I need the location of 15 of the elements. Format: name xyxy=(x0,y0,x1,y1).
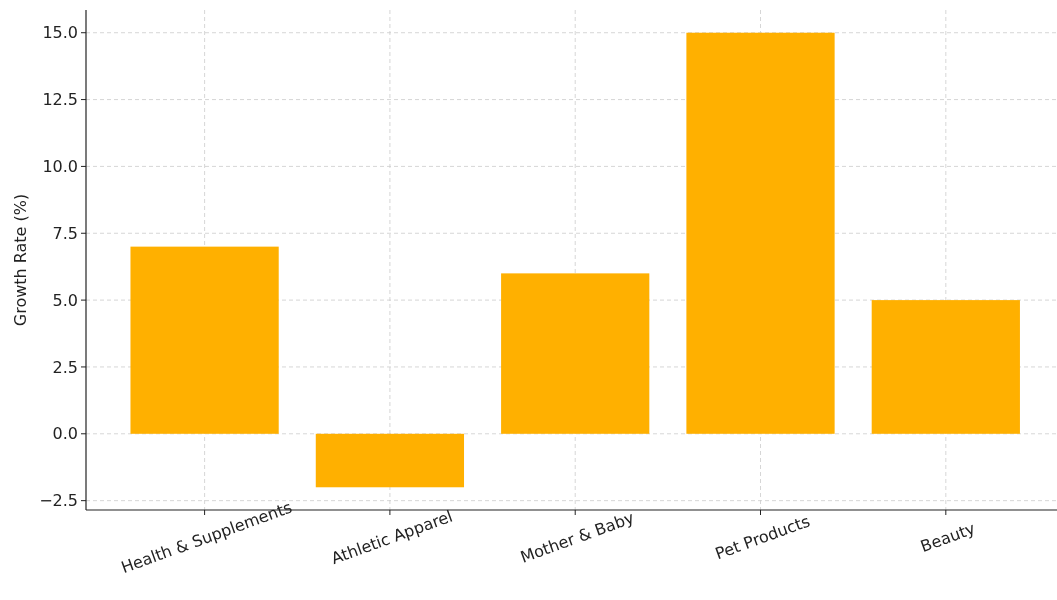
y-tick-label: −2.5 xyxy=(39,491,78,511)
y-tick-label: 7.5 xyxy=(52,223,78,243)
bar xyxy=(871,300,1020,434)
y-axis-title: Growth Rate (%) xyxy=(11,193,30,327)
y-tick-label: 12.5 xyxy=(42,90,78,110)
bar xyxy=(315,433,465,488)
y-tick-label: 2.5 xyxy=(52,357,78,377)
y-tick-label: 5.0 xyxy=(52,290,78,310)
y-tick-label: 0.0 xyxy=(52,424,78,444)
bar xyxy=(686,32,835,434)
y-tick-label: 15.0 xyxy=(42,23,78,43)
bar xyxy=(501,273,650,434)
bar xyxy=(130,246,279,434)
y-tick-label: 10.0 xyxy=(42,157,78,177)
x-tick-label: Beauty xyxy=(917,518,978,556)
